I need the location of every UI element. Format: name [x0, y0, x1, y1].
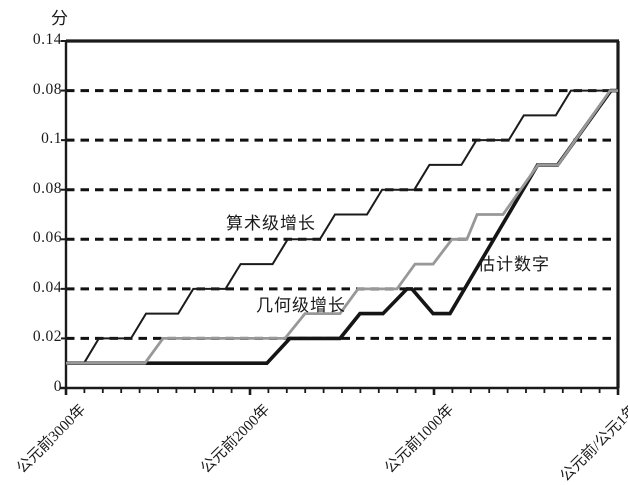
y-axis-unit-label: 分: [51, 9, 68, 28]
y-axis-tick-label: 0.14: [32, 31, 62, 48]
series-line-geometric-growth: [66, 89, 618, 365]
y-axis-tick-label: 0.08: [32, 80, 62, 98]
y-axis-tick-label: 0.02: [32, 328, 62, 346]
y-axis-tick-label: 0.08: [32, 179, 62, 197]
series-label-geometric-growth: 几何级增长: [256, 296, 346, 315]
y-axis-tick-label: 0.06: [32, 229, 62, 247]
series-line-arithmetic-growth: [66, 89, 618, 365]
series-line-estimated-figures: [66, 88, 618, 366]
series-label-estimated-figures: 估计数字: [478, 255, 550, 274]
y-axis-tick-label: 0.04: [32, 278, 62, 296]
series-lines: [66, 88, 618, 366]
y-axis-tick-label: 0: [53, 378, 62, 395]
series-label-arithmetic-growth: 算术级增长: [226, 214, 316, 233]
y-axis-tick-label: 0.1: [41, 130, 62, 148]
axis-frame: [60, 39, 620, 390]
axis-ticks: [61, 40, 620, 395]
